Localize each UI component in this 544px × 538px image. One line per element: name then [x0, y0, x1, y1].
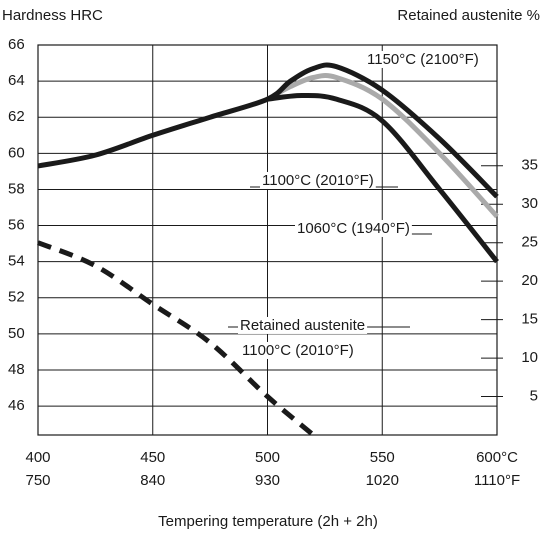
- y2-tick-label: 15: [521, 311, 538, 328]
- y-tick-label: 48: [8, 361, 25, 378]
- series-note: 1100°C (2010°F): [242, 342, 354, 359]
- x-tick-label: 400: [25, 449, 50, 466]
- series-label: 1150°C (2100°F): [367, 51, 479, 68]
- y2-tick-label: 30: [521, 195, 538, 212]
- y2-tick-label: 20: [521, 272, 538, 289]
- y2-tick-label: 5: [530, 388, 538, 405]
- y-tick-label: 46: [8, 397, 25, 414]
- y-tick-label: 54: [8, 253, 25, 270]
- y2-tick-label: 10: [521, 349, 538, 366]
- y2-tick-label: 25: [521, 234, 538, 251]
- series-label: 1100°C (2010°F): [262, 172, 374, 189]
- x-tick-label: 450: [140, 449, 165, 466]
- label-bg: [365, 50, 481, 68]
- series-label: Retained austenite: [240, 317, 365, 334]
- x-tick-label: 600°C: [476, 449, 518, 466]
- y2-tick-label: 35: [521, 157, 538, 174]
- x-tick-label-f: 1020: [366, 472, 399, 489]
- y-tick-label: 52: [8, 289, 25, 306]
- y-tick-label: 50: [8, 325, 25, 342]
- x-tick-label: 550: [370, 449, 395, 466]
- line: [37, 62, 499, 199]
- label-bg: [240, 341, 356, 359]
- y2-axis-label: Retained austenite %: [397, 7, 540, 24]
- x-tick-label-f: 840: [140, 472, 165, 489]
- label-bg: [238, 316, 368, 334]
- x-axis-label: Tempering temperature (2h + 2h): [158, 513, 378, 530]
- series-label: 1060°C (1940°F): [297, 220, 410, 237]
- y-tick-label: 64: [8, 72, 25, 89]
- y-tick-label: 66: [8, 36, 25, 53]
- y-tick-label: 56: [8, 217, 25, 234]
- label-bg: [295, 219, 412, 237]
- y-tick-label: 62: [8, 108, 25, 125]
- line: [37, 240, 316, 437]
- x-tick-label-f: 1110°F: [474, 472, 520, 489]
- y-tick-label: 58: [8, 180, 25, 197]
- y-tick-label: 60: [8, 144, 25, 161]
- label-bg: [260, 171, 376, 189]
- line: [266, 73, 499, 219]
- line: [267, 93, 499, 264]
- y-axis-label: Hardness HRC: [2, 7, 103, 24]
- x-tick-label-f: 930: [255, 472, 280, 489]
- x-tick-label-f: 750: [25, 472, 50, 489]
- x-tick-label: 500: [255, 449, 280, 466]
